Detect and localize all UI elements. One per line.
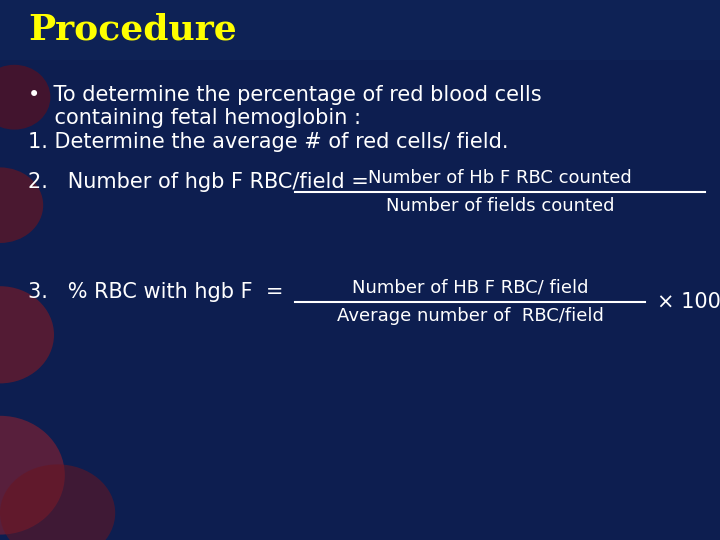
Text: •  To determine the percentage of red blood cells: • To determine the percentage of red blo… bbox=[28, 85, 541, 105]
Text: 3.   % RBC with hgb F  =: 3. % RBC with hgb F = bbox=[28, 282, 284, 302]
Ellipse shape bbox=[0, 167, 43, 243]
Ellipse shape bbox=[0, 464, 115, 540]
FancyBboxPatch shape bbox=[0, 0, 720, 60]
Ellipse shape bbox=[0, 416, 65, 535]
Text: 1. Determine the average # of red cells/ field.: 1. Determine the average # of red cells/… bbox=[28, 132, 508, 152]
Text: Number of HB F RBC/ field: Number of HB F RBC/ field bbox=[352, 279, 588, 297]
Ellipse shape bbox=[0, 65, 50, 130]
Text: containing fetal hemoglobin :: containing fetal hemoglobin : bbox=[28, 108, 361, 128]
Text: Procedure: Procedure bbox=[28, 13, 237, 47]
Text: Number of Hb F RBC counted: Number of Hb F RBC counted bbox=[368, 169, 632, 187]
Text: Number of fields counted: Number of fields counted bbox=[386, 197, 614, 215]
Text: × 100: × 100 bbox=[657, 292, 720, 312]
Text: 2.   Number of hgb F RBC/field =: 2. Number of hgb F RBC/field = bbox=[28, 172, 369, 192]
Text: Average number of  RBC/field: Average number of RBC/field bbox=[336, 307, 603, 325]
Ellipse shape bbox=[0, 286, 54, 383]
